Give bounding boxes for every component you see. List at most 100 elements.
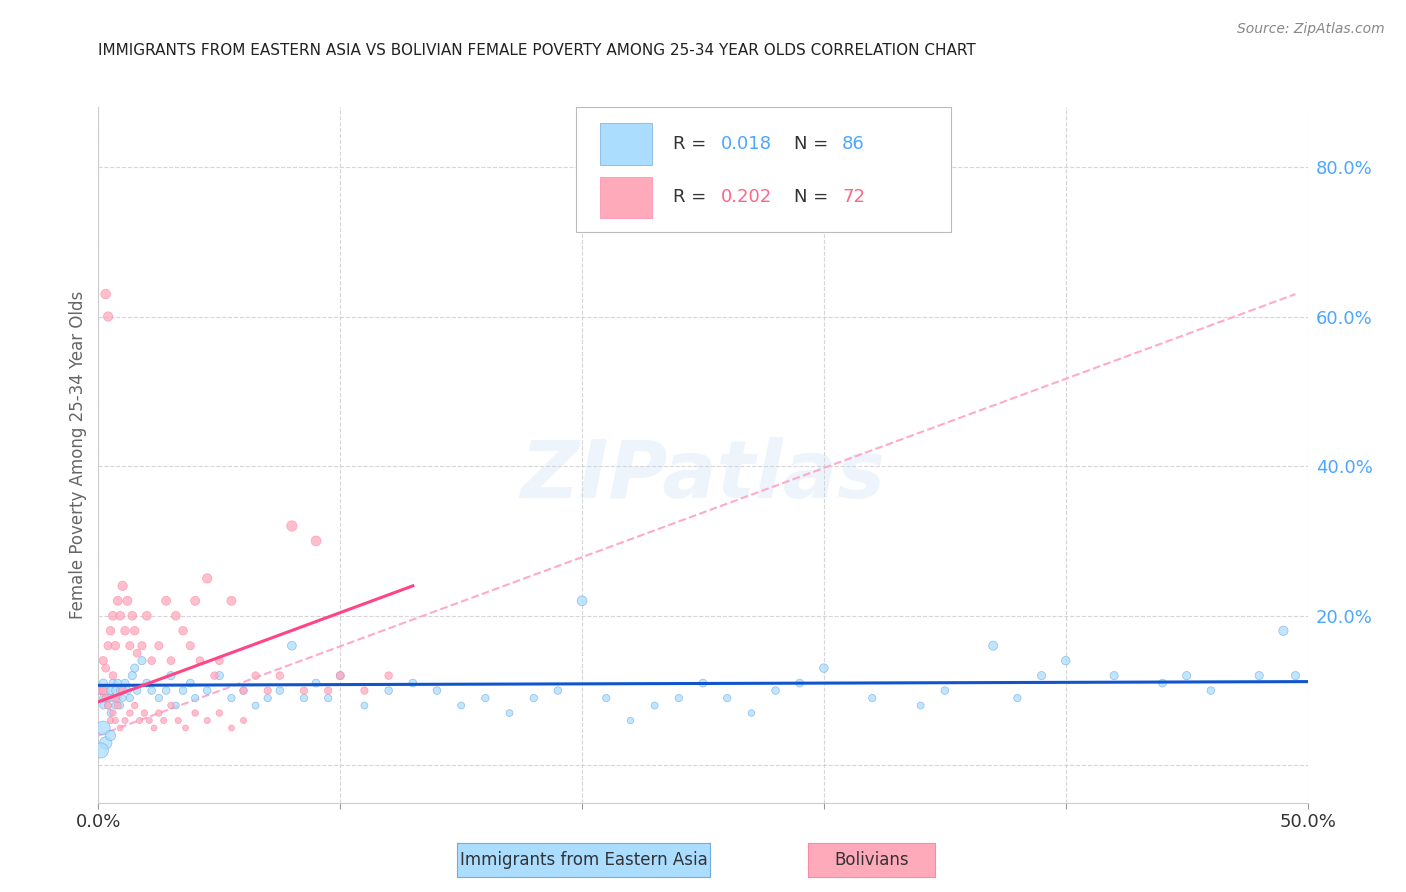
- Point: [107, 594, 129, 608]
- Point: [1272, 624, 1295, 638]
- Point: [127, 646, 149, 660]
- Point: [1007, 691, 1029, 706]
- Text: Bolivians: Bolivians: [834, 851, 910, 869]
- Point: [668, 691, 690, 706]
- Point: [101, 668, 124, 682]
- Point: [117, 683, 139, 698]
- Point: [377, 683, 399, 698]
- Point: [256, 691, 278, 706]
- Point: [179, 639, 201, 653]
- Text: R =: R =: [672, 188, 711, 206]
- Point: [117, 594, 139, 608]
- Point: [148, 706, 170, 720]
- Point: [1199, 683, 1222, 698]
- Point: [426, 683, 449, 698]
- Point: [124, 698, 146, 713]
- Point: [118, 691, 141, 706]
- Y-axis label: Female Poverty Among 25-34 Year Olds: Female Poverty Among 25-34 Year Olds: [69, 291, 87, 619]
- Point: [305, 533, 328, 548]
- Point: [107, 698, 129, 713]
- Point: [97, 698, 120, 713]
- Point: [135, 676, 157, 690]
- Text: 0.202: 0.202: [721, 188, 772, 206]
- Point: [90, 683, 112, 698]
- Point: [127, 683, 149, 698]
- Point: [114, 714, 136, 728]
- Point: [111, 691, 134, 706]
- Text: ZIPatlas: ZIPatlas: [520, 437, 886, 515]
- Point: [91, 698, 114, 713]
- Point: [765, 683, 787, 698]
- Point: [245, 698, 267, 713]
- Point: [108, 698, 131, 713]
- Point: [100, 706, 122, 720]
- Point: [523, 691, 546, 706]
- Point: [101, 691, 124, 706]
- Point: [208, 706, 231, 720]
- Point: [167, 714, 190, 728]
- Point: [108, 608, 131, 623]
- Point: [195, 683, 218, 698]
- Point: [101, 676, 124, 690]
- Point: [104, 639, 127, 653]
- Point: [148, 691, 170, 706]
- Point: [152, 714, 174, 728]
- Point: [184, 594, 207, 608]
- Point: [101, 706, 124, 720]
- Text: N =: N =: [793, 135, 834, 153]
- Point: [547, 683, 569, 698]
- Point: [644, 698, 666, 713]
- Point: [281, 519, 304, 533]
- Point: [1249, 668, 1271, 682]
- Point: [256, 683, 278, 698]
- Point: [174, 721, 197, 735]
- Point: [118, 639, 141, 653]
- FancyBboxPatch shape: [576, 107, 950, 232]
- Point: [292, 683, 315, 698]
- Point: [1152, 676, 1174, 690]
- Point: [1031, 668, 1053, 682]
- Point: [107, 676, 129, 690]
- Point: [94, 736, 117, 750]
- Point: [90, 683, 112, 698]
- Point: [474, 691, 496, 706]
- Point: [100, 683, 122, 698]
- Text: 72: 72: [842, 188, 865, 206]
- Point: [101, 608, 124, 623]
- Point: [692, 676, 714, 690]
- Point: [498, 706, 520, 720]
- Point: [155, 683, 177, 698]
- Point: [134, 706, 156, 720]
- Text: IMMIGRANTS FROM EASTERN ASIA VS BOLIVIAN FEMALE POVERTY AMONG 25-34 YEAR OLDS CO: IMMIGRANTS FROM EASTERN ASIA VS BOLIVIAN…: [98, 43, 976, 58]
- Point: [94, 661, 117, 675]
- Point: [141, 654, 163, 668]
- Point: [121, 668, 143, 682]
- Point: [94, 691, 117, 706]
- Point: [232, 714, 254, 728]
- Text: Immigrants from Eastern Asia: Immigrants from Eastern Asia: [460, 851, 707, 869]
- Point: [94, 683, 117, 698]
- Point: [91, 654, 114, 668]
- Point: [104, 691, 127, 706]
- Point: [141, 683, 163, 698]
- Point: [981, 639, 1004, 653]
- FancyBboxPatch shape: [600, 123, 652, 165]
- Point: [94, 691, 117, 706]
- Point: [208, 654, 231, 668]
- Point: [316, 691, 339, 706]
- Point: [160, 698, 183, 713]
- Point: [97, 310, 120, 324]
- Text: 0.018: 0.018: [721, 135, 772, 153]
- Point: [281, 639, 304, 653]
- Point: [402, 676, 425, 690]
- Point: [353, 698, 375, 713]
- Point: [813, 661, 835, 675]
- Point: [165, 698, 187, 713]
- Point: [172, 624, 194, 638]
- Point: [184, 706, 207, 720]
- Point: [104, 714, 127, 728]
- Text: 86: 86: [842, 135, 865, 153]
- Point: [160, 668, 183, 682]
- Point: [104, 683, 127, 698]
- Point: [221, 594, 243, 608]
